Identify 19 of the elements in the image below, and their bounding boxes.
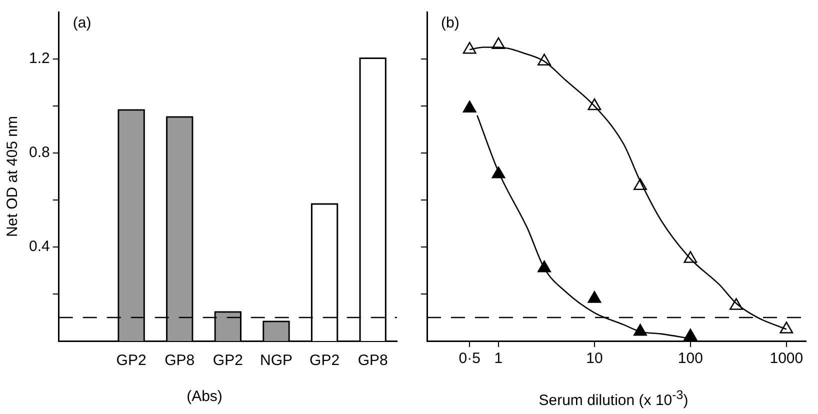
y-axis-title: Net OD at 405 nm (4, 116, 22, 237)
x-tick-label: 10 (586, 350, 603, 368)
x-tick-label: GP8 (358, 352, 388, 370)
y-tick-label: 0.4 (28, 238, 50, 256)
x-tick-label: NGP (260, 352, 292, 370)
x-tick-label: GP8 (164, 352, 195, 370)
x-tick-label: 1000 (770, 350, 804, 368)
x-tick-label: GP2 (212, 352, 243, 370)
x-tick-label: 0·5 (458, 350, 480, 368)
x-axis-title: (Abs) (186, 388, 224, 405)
annotation: (b) (441, 14, 460, 32)
x-tick-label: GP2 (116, 352, 146, 370)
x-tick-label: 100 (678, 350, 703, 368)
x-tick-label: GP2 (310, 352, 340, 370)
y-tick-label: 1.2 (28, 50, 50, 68)
x-axis-title: Serum dilution (x 10$^{-3}$) (538, 388, 690, 409)
annotation: (a) (72, 14, 92, 32)
x-tick-label: 1 (494, 350, 503, 368)
y-tick-label: 0.8 (28, 144, 50, 162)
